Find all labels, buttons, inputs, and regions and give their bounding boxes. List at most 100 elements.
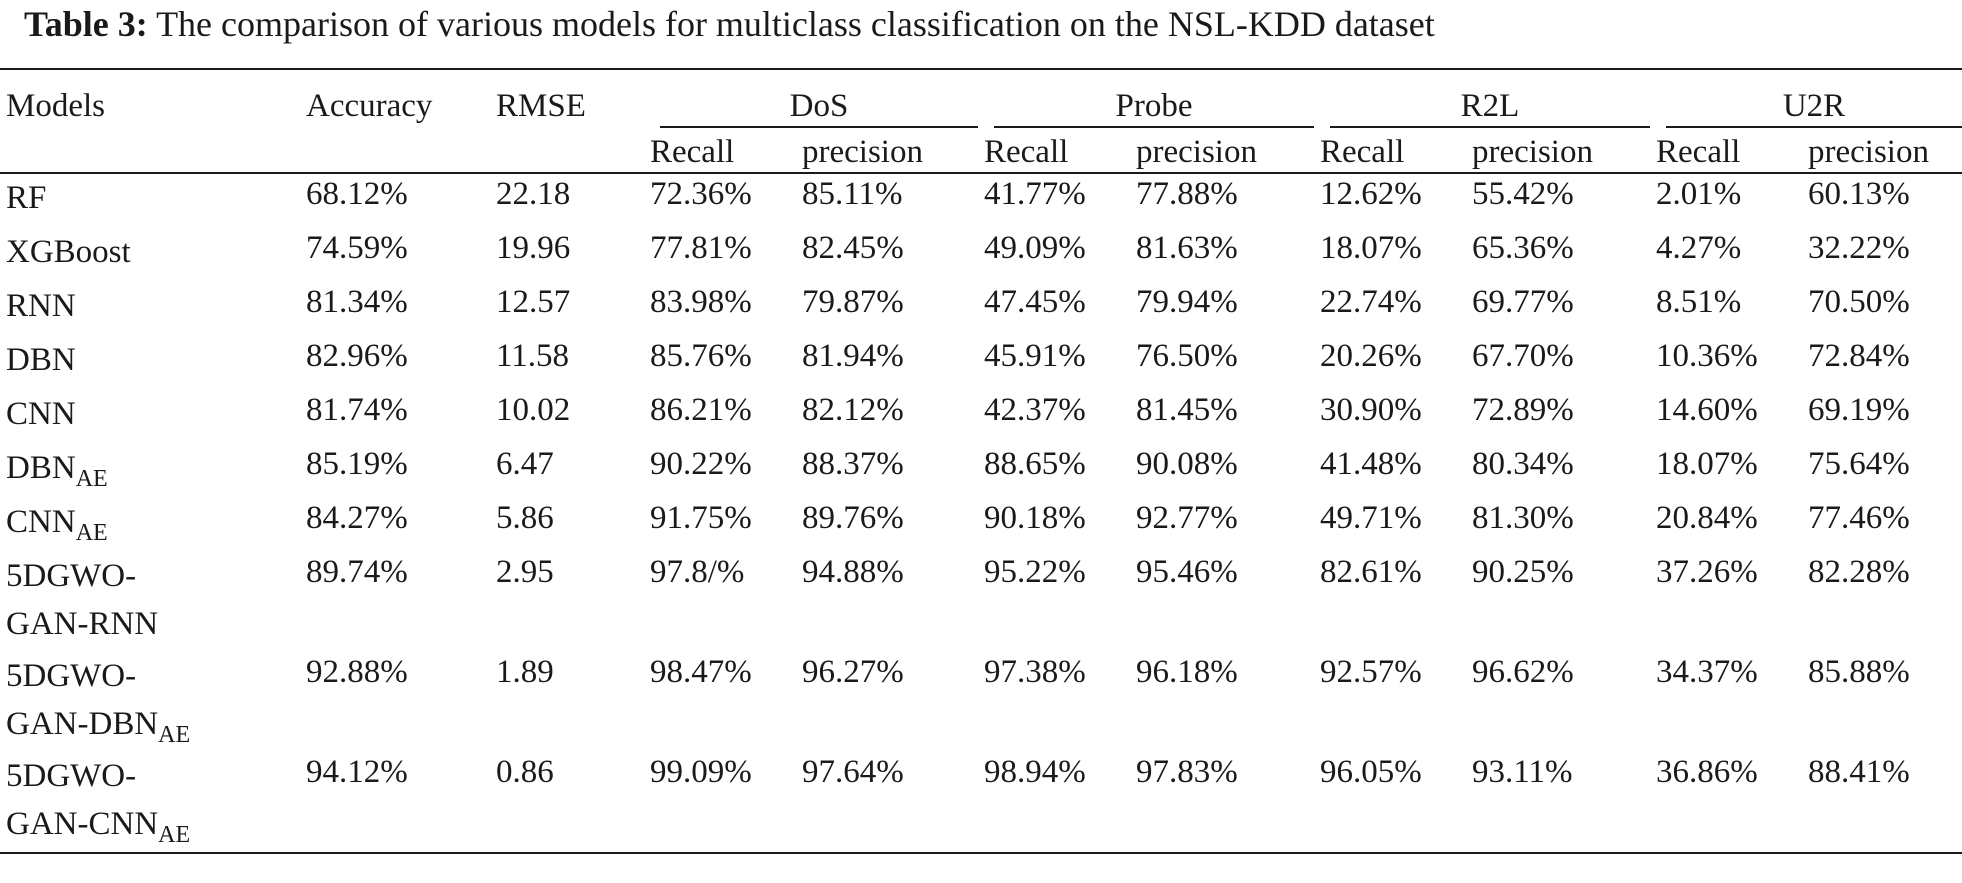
header-recall: Recall [650,134,735,170]
r2l-recall-cell: 20.26% [1320,338,1422,374]
u2r-precision-cell: 32.22% [1808,230,1910,266]
r2l-precision-cell: 72.89% [1472,392,1574,428]
r2l-recall-cell: 30.90% [1320,392,1422,428]
group-label: DoS [660,86,978,128]
model-name: DBN [6,342,76,378]
dos-recall-cell: 83.98% [650,284,752,320]
r2l-recall-cell: 41.48% [1320,446,1422,482]
dos-recall-cell: 77.81% [650,230,752,266]
probe-precision-cell: 81.45% [1136,392,1238,428]
r2l-recall-cell: 18.07% [1320,230,1422,266]
accuracy-cell: 94.12% [300,752,490,854]
probe-precision-cell: 95.46% [1136,554,1238,590]
accuracy-cell: 68.12% [306,176,408,212]
r2l-precision-cell: 69.77% [1472,284,1574,320]
probe-recall-cell: 49.09% [984,230,1086,266]
probe-precision-cell: 76.50% [1136,338,1238,374]
probe-precision-cell: 77.88% [1136,176,1238,212]
model-cell: XGBoost [0,228,300,282]
u2r-precision-cell: 72.84% [1808,338,1910,374]
r2l-precision-cell: 96.62% [1472,654,1574,690]
group-label: U2R [1666,86,1962,128]
model-subscript: AE [158,722,191,748]
dos-recall-cell: 97.8/% [650,554,745,590]
model-name: GAN-CNN [6,806,159,842]
rmse-cell: 11.58 [496,338,570,374]
u2r-recall-cell: 2.01% [1656,176,1742,212]
rmse-cell: 12.57 [496,284,571,320]
header-precision: precision [1472,134,1593,170]
rmse-cell: 0.86 [490,752,644,854]
probe-recall-cell: 45.91% [984,338,1086,374]
model-cell: 5DGWO- GAN-DBNAE [0,652,300,752]
dos-recall-cell: 85.76% [650,338,752,374]
accuracy-cell: 84.27% [306,500,408,536]
table-row: 5DGWO- GAN-CNNAE 94.12% 0.86 99.09% 97.64% 98.… [0,752,1962,854]
rmse-cell: 22.18 [496,176,571,212]
model-cell: DBNAE [0,444,300,498]
r2l-precision-cell: 67.70% [1472,338,1574,374]
r2l-recall-cell: 22.74% [1320,284,1422,320]
probe-precision-cell: 81.63% [1136,230,1238,266]
dos-precision-cell: 81.94% [802,338,904,374]
r2l-precision-cell: 81.30% [1472,500,1574,536]
table-row: CNNAE 84.27% 5.86 91.75% 89.76% 90.18% 92.77% 4… [0,498,1962,552]
table-row: CNN 81.74% 10.02 86.21% 82.12% 42.37% 81.45% 30… [0,390,1962,444]
r2l-precision-cell: 55.42% [1472,176,1574,212]
model-name: 5DGWO- [6,758,137,794]
u2r-recall-cell: 34.37% [1656,654,1758,690]
probe-precision-cell: 96.18% [1136,654,1238,690]
probe-recall-cell: 47.45% [984,284,1086,320]
r2l-recall-cell: 96.05% [1314,752,1466,854]
table-row: DBN 82.96% 11.58 85.76% 81.94% 45.91% 76.50% 20… [0,336,1962,390]
probe-recall-cell: 41.77% [984,176,1086,212]
dos-recall-cell: 91.75% [650,500,752,536]
dos-precision-cell: 97.64% [796,752,978,854]
u2r-precision-cell: 69.19% [1808,392,1910,428]
header-group-u2r: U2R [1650,69,1962,128]
table-body: RF 68.12% 22.18 72.36% 85.11% 41.77% 77.88% 12.… [0,173,1962,854]
table-row: XGBoost 74.59% 19.96 77.81% 82.45% 49.09% 81.6… [0,228,1962,282]
dos-recall-cell: 72.36% [650,176,752,212]
u2r-recall-cell: 18.07% [1656,446,1758,482]
model-cell: 5DGWO- GAN-CNNAE [0,752,300,854]
model-subscript: AE [75,466,108,492]
probe-precision-cell: 92.77% [1136,500,1238,536]
table-row: RF 68.12% 22.18 72.36% 85.11% 41.77% 77.88% 12.… [0,173,1962,228]
probe-recall-cell: 42.37% [984,392,1086,428]
header-recall: Recall [1320,134,1405,170]
rmse-cell: 1.89 [496,654,554,690]
model-name: GAN-RNN [6,606,159,642]
u2r-precision-cell: 75.64% [1808,446,1910,482]
probe-precision-cell: 90.08% [1136,446,1238,482]
header-precision: precision [1808,134,1929,170]
dos-recall-cell: 90.22% [650,446,752,482]
u2r-precision-cell: 77.46% [1808,500,1910,536]
model-name: CNN [6,396,76,432]
probe-precision-cell: 79.94% [1136,284,1238,320]
group-label: Probe [994,86,1314,128]
model-cell: RNN [0,282,300,336]
header-group-r2l: R2L [1314,69,1651,128]
u2r-recall-cell: 36.86% [1650,752,1803,854]
table-caption-text: The comparison of various models for mul… [156,4,1435,44]
u2r-recall-cell: 10.36% [1656,338,1758,374]
u2r-recall-cell: 37.26% [1656,554,1758,590]
u2r-recall-cell: 20.84% [1656,500,1758,536]
header-row-metrics: Recall precision Recall precision Recall… [0,128,1962,173]
table-row: RNN 81.34% 12.57 83.98% 79.87% 47.45% 79.94% 22… [0,282,1962,336]
r2l-precision-cell: 65.36% [1472,230,1574,266]
dos-recall-cell: 86.21% [650,392,752,428]
model-name: 5DGWO- [6,658,137,694]
accuracy-cell: 81.74% [306,392,408,428]
u2r-precision-cell: 70.50% [1808,284,1910,320]
accuracy-cell: 89.74% [306,554,408,590]
header-group-dos: DoS [644,69,978,128]
u2r-recall-cell: 8.51% [1656,284,1742,320]
probe-recall-cell: 97.38% [984,654,1086,690]
rmse-cell: 5.86 [496,500,554,536]
table-row: 5DGWO- GAN-RNN 89.74% 2.95 97.8/% 94.88% 95.22… [0,552,1962,652]
dos-precision-cell: 82.45% [802,230,904,266]
dos-precision-cell: 88.37% [802,446,904,482]
model-name: DBN [6,450,76,486]
